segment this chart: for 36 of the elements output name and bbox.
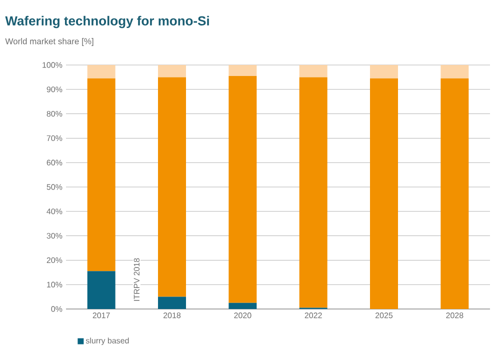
x-tick-label: 2022 [304, 312, 322, 318]
chart-title: Wafering technology for mono-Si [5, 16, 209, 28]
y-tick-label: 10% [47, 282, 62, 288]
bar [158, 65, 186, 78]
bar [299, 77, 328, 308]
x-tick-label: 2020 [234, 312, 252, 318]
annotation: ITRPV 2018 [134, 258, 140, 301]
bar [87, 65, 116, 78]
bar [87, 271, 116, 309]
bar [228, 76, 257, 303]
y-tick-label: 30% [46, 232, 62, 239]
y-tick-label: 40% [46, 208, 62, 214]
y-tick-label: 70% [46, 135, 62, 142]
bar [370, 65, 398, 78]
x-tick-label: 2028 [446, 312, 464, 318]
bar [87, 78, 116, 272]
bar [158, 77, 186, 297]
bar [370, 78, 398, 309]
y-tick-label: 80% [46, 110, 62, 117]
bar [158, 296, 186, 309]
x-tick-label: 2017 [92, 312, 110, 318]
x-tick-label: 2018 [164, 312, 181, 318]
y-tick-label: 60% [46, 160, 62, 166]
y-tick-label: 100% [42, 62, 62, 68]
y-tick-label: 0% [51, 306, 62, 312]
bar [228, 65, 257, 76]
chart-subtitle: World market share [%] [5, 38, 94, 46]
bar [440, 65, 469, 78]
y-tick-label: 20% [46, 257, 62, 264]
x-tick-label: 2025 [376, 312, 393, 318]
bar [299, 65, 328, 78]
y-tick-label: 50% [46, 184, 62, 190]
bar [228, 302, 257, 309]
y-tick-label: 90% [46, 86, 62, 92]
bar [440, 78, 469, 309]
legend-label: slurry based [86, 338, 129, 346]
